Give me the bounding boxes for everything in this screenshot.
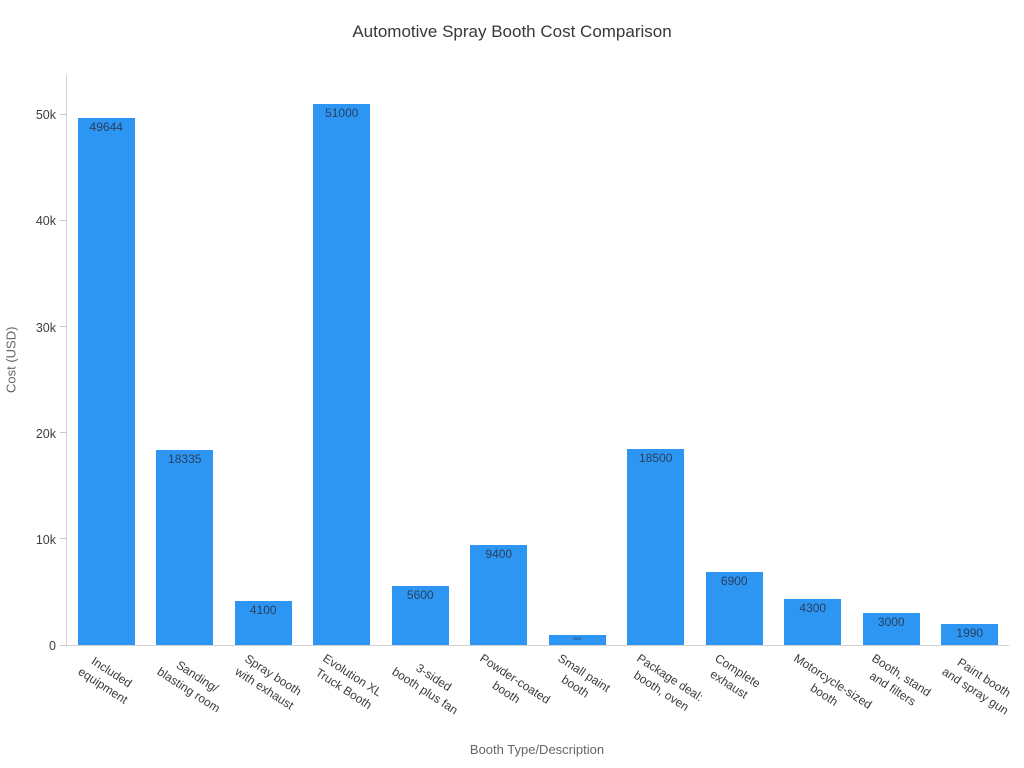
bar-value-label: 900	[573, 637, 582, 643]
bar: 4300	[784, 599, 842, 645]
y-tick-mark	[60, 113, 67, 115]
y-tick-label: 0	[49, 639, 56, 653]
bar: 900	[548, 635, 606, 645]
x-axis-title: Booth Type/Description	[469, 742, 605, 757]
x-tick-label: 3-sided booth plus fan	[390, 660, 461, 717]
bar-slot: 3000	[852, 75, 931, 645]
bar: 4100	[234, 601, 292, 645]
bars-layer: 49644 18335 4100 51000 5600 9400 900 18500 6900 4…	[67, 75, 1009, 645]
bar-slot: 51000	[303, 75, 382, 645]
x-tick: Evolution XL Truck Booth	[313, 651, 395, 712]
bar-value-label: 3000	[877, 616, 905, 629]
bar-value-label: 51000	[325, 106, 359, 119]
x-tick: Complete exhaust	[708, 651, 771, 701]
x-tick-label: Motorcycle-sized booth	[791, 651, 875, 712]
x-tick-label: Evolution XL Truck Booth	[312, 651, 385, 712]
bar-slot: 4100	[224, 75, 303, 645]
bar-slot: 9400	[460, 75, 539, 645]
bar: 18335	[156, 450, 214, 645]
y-tick-mark	[60, 432, 67, 434]
x-tick-label: Spray booth with exhaust	[233, 651, 305, 713]
y-tick-label: 10k	[35, 532, 56, 547]
bar: 51000	[313, 103, 371, 645]
bar-value-label: 4100	[249, 604, 277, 617]
y-tick-label: 40k	[35, 214, 56, 229]
y-tick-label: 30k	[35, 320, 56, 335]
bar-value-label: 6900	[720, 574, 748, 587]
bar: 3000	[862, 613, 920, 645]
plot-area: 0 10k 20k 30k 40k 50k 49644 18335 4100 51000 5600…	[36, 75, 1013, 717]
x-tick: Included equipment	[76, 651, 148, 706]
x-tick-label: Sanding/ blasting room	[154, 657, 223, 716]
bar-slot: 1990	[931, 75, 1010, 645]
bar-value-label: 49644	[89, 121, 123, 134]
x-tick-label: Included equipment	[76, 653, 135, 707]
bar-value-label: 18335	[168, 453, 202, 466]
x-tick-label: Package deal: booth, oven	[631, 651, 706, 714]
x-tick-label: Paint booth and spray gun	[939, 655, 1014, 718]
bar: 5600	[391, 585, 449, 645]
y-tick-mark	[60, 219, 67, 221]
y-tick-mark	[60, 326, 67, 328]
bar-value-label: 4300	[799, 602, 827, 615]
x-tick: Paint booth and spray gun	[940, 651, 1024, 717]
chart-title: Automotive Spray Booth Cost Comparison	[352, 22, 672, 41]
bar: 49644	[77, 118, 135, 645]
bar-slot: 4300	[774, 75, 853, 645]
bar-value-label: 18500	[639, 451, 673, 464]
x-tick: Small paint booth	[556, 651, 622, 700]
x-tick: Booth, stand and filters	[868, 651, 944, 708]
x-tick-label: Small paint booth	[555, 651, 614, 701]
bar: 6900	[705, 571, 763, 645]
bar-slot: 900	[538, 75, 617, 645]
bar-value-label: 5600	[406, 588, 434, 601]
x-tick-label: Powder-coated booth	[477, 651, 553, 707]
x-tick: Spray booth with exhaust	[233, 651, 316, 713]
bar: 18500	[627, 448, 685, 645]
bar-slot: 49644	[67, 75, 146, 645]
bar-slot: 18500	[617, 75, 696, 645]
bar-slot: 18335	[146, 75, 225, 645]
y-axis-title: Cost (USD)	[3, 326, 19, 394]
bar: 9400	[470, 545, 528, 645]
y-tick-label: 50k	[35, 108, 56, 123]
y-tick-mark	[60, 644, 67, 646]
bar-value-label: 9400	[485, 548, 513, 561]
bar: 1990	[941, 623, 999, 645]
bar-value-label: 1990	[956, 626, 984, 639]
y-tick-label: 20k	[35, 426, 56, 441]
bar-slot: 6900	[695, 75, 774, 645]
bar-slot: 5600	[381, 75, 460, 645]
y-tick-mark	[60, 538, 67, 540]
